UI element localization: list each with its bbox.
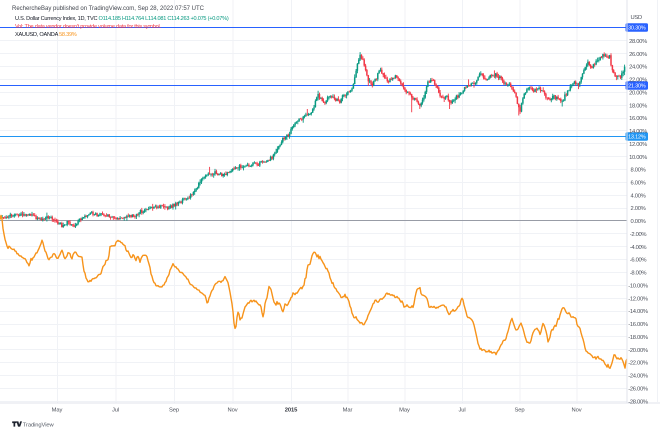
svg-text:24.00%: 24.00% bbox=[629, 65, 647, 71]
svg-text:Sep: Sep bbox=[169, 408, 179, 414]
svg-text:-12.00%: -12.00% bbox=[628, 296, 648, 302]
svg-text:2015: 2015 bbox=[285, 408, 298, 414]
svg-text:May: May bbox=[52, 408, 63, 414]
svg-text:2.00%: 2.00% bbox=[631, 206, 646, 212]
svg-text:4.00%: 4.00% bbox=[631, 193, 646, 199]
svg-text:14.00%: 14.00% bbox=[629, 129, 647, 135]
svg-text:26.00%: 26.00% bbox=[629, 52, 647, 58]
svg-text:0.00%: 0.00% bbox=[631, 219, 646, 225]
svg-text:20.00%: 20.00% bbox=[629, 90, 647, 96]
svg-text:-16.00%: -16.00% bbox=[628, 322, 648, 328]
svg-text:28.00%: 28.00% bbox=[629, 39, 647, 45]
svg-text:-20.00%: -20.00% bbox=[628, 348, 648, 354]
svg-text:-18.00%: -18.00% bbox=[628, 335, 648, 341]
svg-text:Nov: Nov bbox=[571, 408, 581, 414]
svg-text:-22.00%: -22.00% bbox=[628, 361, 648, 367]
svg-text:12.00%: 12.00% bbox=[629, 142, 647, 148]
svg-text:30.30%: 30.30% bbox=[628, 26, 646, 32]
svg-text:-2.00%: -2.00% bbox=[630, 232, 647, 238]
svg-text:-8.00%: -8.00% bbox=[630, 271, 647, 277]
svg-text:-6.00%: -6.00% bbox=[630, 258, 647, 264]
svg-text:6.00%: 6.00% bbox=[631, 181, 646, 187]
svg-text:-26.00%: -26.00% bbox=[628, 386, 648, 392]
svg-text:May: May bbox=[399, 408, 410, 414]
svg-text:10.00%: 10.00% bbox=[629, 155, 647, 161]
svg-text:13.12%: 13.12% bbox=[628, 135, 646, 141]
svg-text:USD: USD bbox=[631, 15, 642, 21]
svg-text:TradingView: TradingView bbox=[23, 422, 55, 428]
svg-text:-14.00%: -14.00% bbox=[628, 309, 648, 315]
svg-text:16.00%: 16.00% bbox=[629, 116, 647, 122]
svg-text:Mar: Mar bbox=[343, 408, 353, 414]
svg-text:-4.00%: -4.00% bbox=[630, 245, 647, 251]
svg-text:21.30%: 21.30% bbox=[628, 84, 646, 90]
svg-text:18.00%: 18.00% bbox=[629, 103, 647, 109]
svg-text:-24.00%: -24.00% bbox=[628, 374, 648, 380]
svg-text:-28.00%: -28.00% bbox=[628, 399, 648, 405]
svg-text:Sep: Sep bbox=[514, 408, 524, 414]
svg-text:Nov: Nov bbox=[227, 408, 237, 414]
svg-text:Jul: Jul bbox=[112, 408, 119, 414]
svg-text:Jul: Jul bbox=[458, 408, 465, 414]
svg-text:22.00%: 22.00% bbox=[629, 78, 647, 84]
svg-text:8.00%: 8.00% bbox=[631, 168, 646, 174]
svg-text:-10.00%: -10.00% bbox=[628, 284, 648, 290]
